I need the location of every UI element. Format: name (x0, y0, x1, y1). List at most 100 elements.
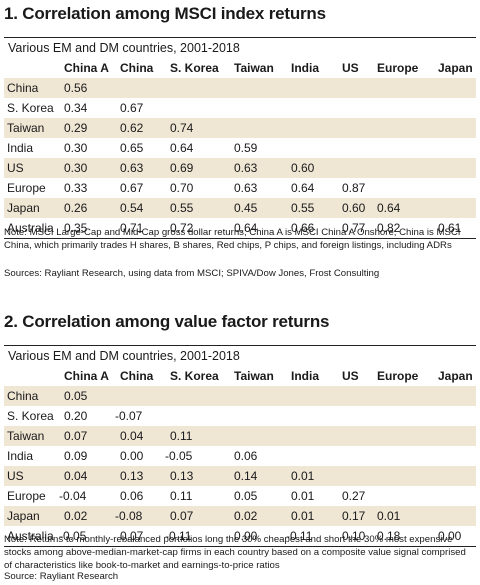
table-cell: 0.70 (170, 181, 194, 195)
column-header: India (291, 369, 320, 383)
table-note: Note: Returns to monthly-rebalanced port… (4, 534, 466, 571)
correlation-table: Various EM and DM countries, 2001-2018 C… (4, 345, 476, 547)
table-cell: 0.63 (234, 181, 258, 195)
table-cell: 0.33 (64, 181, 88, 195)
table-row: China 0.56 (4, 78, 476, 98)
column-header: Japan (438, 369, 473, 383)
section-title: 2. Correlation among value factor return… (4, 312, 330, 331)
table-cell: 0.11 (170, 429, 193, 443)
table-cell: 0.60 (342, 201, 366, 215)
row-label: US (7, 161, 24, 175)
table-body: China 0.56 S. Korea 0.34 0.67 Taiwan 0.29 0.62 0… (4, 78, 476, 238)
table-cell: 0.07 (120, 529, 144, 543)
table-cell: -0.08 (115, 509, 143, 523)
row-label: US (7, 469, 24, 483)
table-cell: 0.34 (64, 101, 88, 115)
table-header-row: China A China S. Korea Taiwan India US Europe J… (4, 366, 476, 386)
table-row: Japan 0.02 -0.08 0.07 0.02 0.01 0.17 0.01 (4, 506, 476, 526)
table-source: Sources: Rayliant Research, using data f… (4, 268, 380, 279)
table-cell: 0.00 (120, 449, 144, 463)
table-cell: 0.71 (120, 221, 144, 235)
table-cell: 0.67 (120, 181, 144, 195)
table-cell: 0.59 (234, 141, 258, 155)
table-cell: 0.01 (291, 489, 315, 503)
correlation-table: Various EM and DM countries, 2001-2018 C… (4, 37, 476, 239)
table-subtitle: Various EM and DM countries, 2001-2018 (8, 349, 240, 363)
table-cell: 0.13 (170, 469, 194, 483)
table-cell: 0.35 (64, 221, 88, 235)
table-cell: 0.01 (291, 469, 315, 483)
table-cell: 0.82 (377, 221, 401, 235)
table-cell: 0.61 (438, 221, 462, 235)
table-cell: 0.30 (64, 161, 88, 175)
table-cell: 0.07 (64, 429, 88, 443)
table-cell: 0.27 (342, 489, 366, 503)
table-cell: 0.07 (170, 509, 194, 523)
table-cell: 0.09 (64, 449, 88, 463)
column-header: India (291, 61, 320, 75)
table-body: China 0.05 S. Korea 0.20 -0.07 Taiwan 0.07 0.04… (4, 386, 476, 546)
table-cell: 0.01 (377, 509, 401, 523)
row-label: Europe (7, 489, 46, 503)
table-cell: 0.05 (64, 389, 88, 403)
table-row: Australia -0.05 0.07 -0.11 0.00 -0.11 0.10 0.18… (4, 526, 476, 546)
table-row: S. Korea 0.34 0.67 (4, 98, 476, 118)
column-header: China A (64, 61, 109, 75)
table-row: China 0.05 (4, 386, 476, 406)
table-cell: 0.60 (291, 161, 315, 175)
table-row: Taiwan 0.07 0.04 0.11 (4, 426, 476, 446)
row-label: Japan (7, 201, 40, 215)
table-row: Europe -0.04 0.06 0.11 0.05 0.01 0.27 (4, 486, 476, 506)
table-row: Europe 0.33 0.67 0.70 0.63 0.64 0.87 (4, 178, 476, 198)
table-cell: 0.66 (291, 221, 315, 235)
table-row: Australia 0.35 0.71 0.72 0.64 0.66 0.77 0.82 0.6… (4, 218, 476, 238)
row-label: Taiwan (7, 429, 45, 443)
table-cell: 0.06 (120, 489, 144, 503)
table-cell: 0.65 (120, 141, 144, 155)
table-cell: 0.54 (120, 201, 144, 215)
table-cell: 0.01 (291, 509, 315, 523)
table-cell: 0.29 (64, 121, 88, 135)
table-row: Taiwan 0.29 0.62 0.74 (4, 118, 476, 138)
column-header: US (342, 61, 359, 75)
column-header: S. Korea (170, 61, 219, 75)
table-cell: 0.26 (64, 201, 88, 215)
table-cell: 0.64 (291, 181, 315, 195)
table-cell: 0.04 (64, 469, 88, 483)
column-header: China (120, 61, 154, 75)
table-cell: 0.30 (64, 141, 88, 155)
table-cell: 0.64 (234, 221, 258, 235)
table-cell: 0.13 (120, 469, 144, 483)
table-header-row: China A China S. Korea Taiwan India US Europe J… (4, 58, 476, 78)
table-row: US 0.04 0.13 0.13 0.14 0.01 (4, 466, 476, 486)
column-header: Europe (377, 61, 419, 75)
table-source: Source: Rayliant Research (4, 571, 119, 582)
table-cell: 0.45 (234, 201, 258, 215)
row-label: S. Korea (7, 409, 54, 423)
table-row: US 0.30 0.63 0.69 0.63 0.60 (4, 158, 476, 178)
section-title: 1. Correlation among MSCI index returns (4, 4, 326, 23)
table-cell: 0.56 (64, 81, 88, 95)
table-cell: -0.05 (165, 449, 193, 463)
table-cell: -0.04 (59, 489, 87, 503)
column-header: China (120, 369, 154, 383)
table-cell: 0.69 (170, 161, 194, 175)
table-cell: 0.02 (234, 509, 258, 523)
column-header: S. Korea (170, 369, 219, 383)
table-cell: -0.07 (115, 409, 143, 423)
table-cell: 0.62 (120, 121, 144, 135)
table-cell: 0.10 (342, 529, 366, 543)
row-label: Australia (7, 221, 54, 235)
table-cell: -0.05 (59, 529, 87, 543)
column-header: Taiwan (234, 369, 274, 383)
column-header: Taiwan (234, 61, 274, 75)
table-cell: 0.55 (291, 201, 315, 215)
table-cell: 0.14 (234, 469, 258, 483)
table-row: S. Korea 0.20 -0.07 (4, 406, 476, 426)
table-cell: 0.64 (377, 201, 401, 215)
table-cell: 0.77 (342, 221, 366, 235)
row-label: China (7, 81, 39, 95)
table-cell: 0.67 (120, 101, 144, 115)
row-label: Japan (7, 509, 40, 523)
table-row: India 0.30 0.65 0.64 0.59 (4, 138, 476, 158)
